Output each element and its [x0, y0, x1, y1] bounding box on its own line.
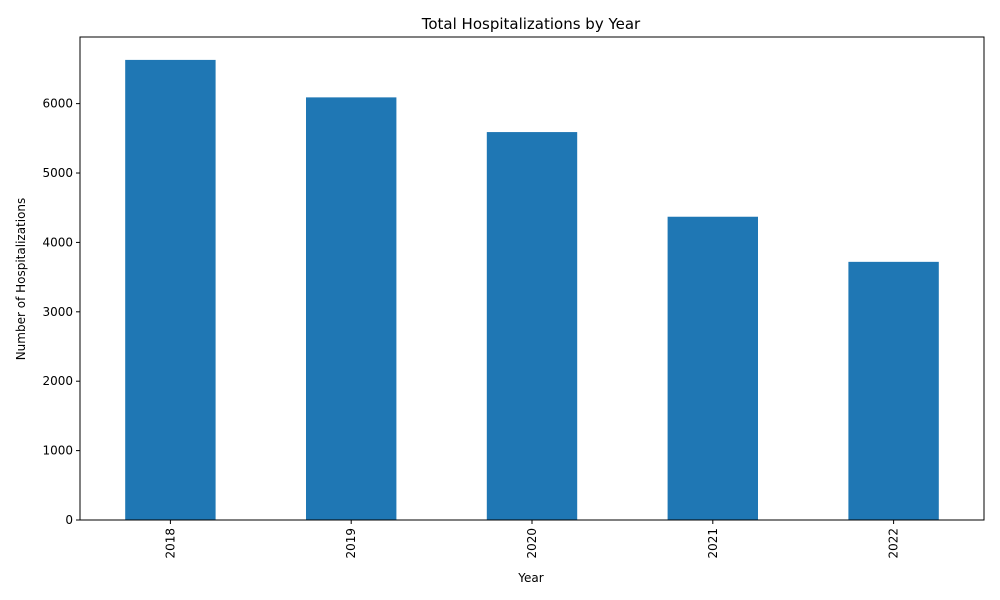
- bar-2021: [667, 216, 758, 521]
- y-tick-label-3000: 3000: [42, 305, 73, 319]
- y-tick-label-2000: 2000: [42, 374, 73, 388]
- x-tick-label-2018: 2018: [163, 528, 177, 559]
- bar-2018: [125, 59, 216, 520]
- bar-2020: [486, 132, 578, 520]
- chart-title: Total Hospitalizations by Year: [421, 15, 641, 33]
- y-tick-label-1000: 1000: [42, 444, 73, 458]
- x-tick-label-2020: 2020: [525, 528, 539, 559]
- y-tick-label-6000: 6000: [42, 97, 73, 111]
- axes-frame: [79, 36, 985, 521]
- plot-area: 2018 2019 2020 2021 2022 0 1000 2000 3000 4000 500…: [42, 36, 985, 559]
- x-tick-label-2019: 2019: [344, 528, 358, 559]
- y-axis-label: Number of Hospitalizations: [14, 198, 28, 361]
- x-tick-label-2022: 2022: [887, 528, 901, 559]
- y-tick-label-0: 0: [65, 513, 73, 527]
- bar-2019: [306, 97, 397, 520]
- y-tick-label-5000: 5000: [42, 166, 73, 180]
- y-tick-label-4000: 4000: [42, 235, 73, 249]
- x-tick-label-2021: 2021: [706, 528, 720, 559]
- bar-2022: [848, 261, 939, 520]
- x-axis-label: Year: [517, 571, 543, 585]
